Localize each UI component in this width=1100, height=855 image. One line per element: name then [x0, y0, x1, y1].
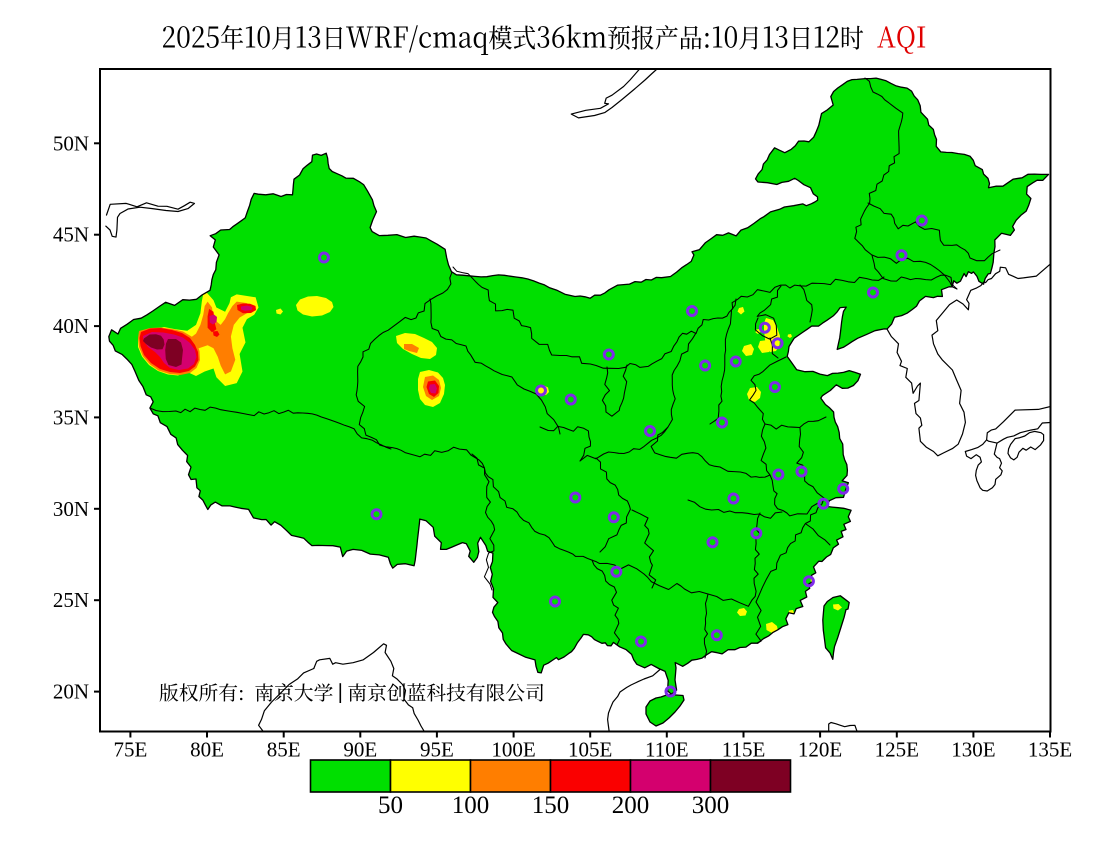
- svg-text:50: 50: [378, 792, 403, 819]
- svg-text:40N: 40N: [53, 314, 89, 338]
- svg-text:30N: 30N: [53, 497, 89, 521]
- svg-text:20N: 20N: [53, 680, 89, 704]
- svg-text:300: 300: [692, 792, 730, 819]
- svg-text:105E: 105E: [568, 738, 612, 762]
- svg-text:120E: 120E: [798, 738, 842, 762]
- svg-text:80E: 80E: [190, 738, 224, 762]
- svg-text:100: 100: [452, 792, 490, 819]
- svg-text:45N: 45N: [53, 223, 89, 247]
- svg-text:90E: 90E: [343, 738, 377, 762]
- svg-text:35N: 35N: [53, 405, 89, 429]
- svg-text:100E: 100E: [491, 738, 535, 762]
- svg-text:25N: 25N: [53, 588, 89, 612]
- svg-text:85E: 85E: [267, 738, 301, 762]
- svg-text:200: 200: [612, 792, 650, 819]
- svg-text:135E: 135E: [1028, 738, 1072, 762]
- svg-text:115E: 115E: [722, 738, 766, 762]
- svg-text:75E: 75E: [113, 738, 147, 762]
- svg-text:150: 150: [532, 792, 570, 819]
- svg-text:110E: 110E: [645, 738, 689, 762]
- svg-text:130E: 130E: [951, 738, 995, 762]
- svg-text:125E: 125E: [875, 738, 919, 762]
- svg-text:50N: 50N: [53, 131, 89, 155]
- svg-text:95E: 95E: [420, 738, 454, 762]
